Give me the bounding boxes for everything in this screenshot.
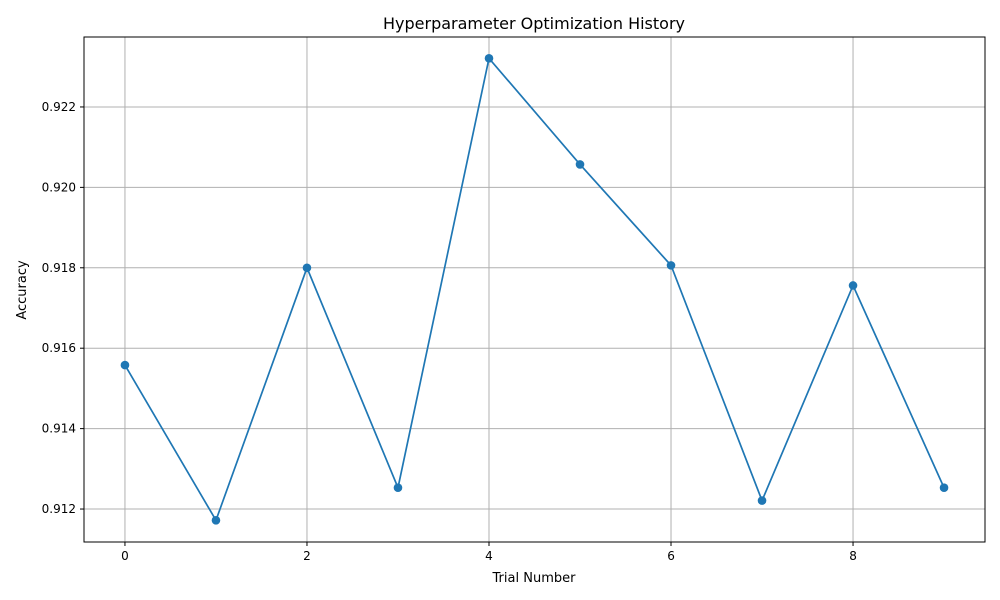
y-tick-label: 0.918 xyxy=(42,261,76,275)
data-point xyxy=(211,515,221,525)
x-tick-label: 6 xyxy=(667,549,675,563)
ticks: 0 2 4 6 8 0.912 0.914 0.916 0.918 0.920 0.922 xyxy=(42,100,857,563)
y-axis-label: Accuracy xyxy=(15,260,30,320)
data-point xyxy=(302,263,312,273)
x-axis-label: Trial Number xyxy=(492,571,577,586)
data-point xyxy=(393,483,403,493)
grid xyxy=(84,37,985,542)
data-point xyxy=(666,261,676,270)
y-tick-label: 0.916 xyxy=(42,341,76,355)
x-tick-label: 8 xyxy=(849,549,857,563)
y-tick-label: 0.920 xyxy=(42,180,76,194)
data-point xyxy=(120,360,130,370)
y-tick-label: 0.922 xyxy=(42,100,76,114)
chart-title: Hyperparameter Optimization History xyxy=(383,14,685,33)
series-line xyxy=(124,56,945,523)
data-point xyxy=(575,160,585,169)
data-point xyxy=(939,483,949,493)
data-point xyxy=(484,54,494,63)
x-tick-label: 0 xyxy=(121,549,129,563)
data-point xyxy=(757,496,767,505)
series-layer xyxy=(120,54,949,525)
data-point xyxy=(848,281,858,290)
x-tick-label: 4 xyxy=(485,549,493,563)
plot-frame xyxy=(83,36,986,543)
y-tick-label: 0.912 xyxy=(42,502,76,516)
x-tick-label: 2 xyxy=(303,549,311,563)
y-tick-label: 0.914 xyxy=(42,422,76,436)
